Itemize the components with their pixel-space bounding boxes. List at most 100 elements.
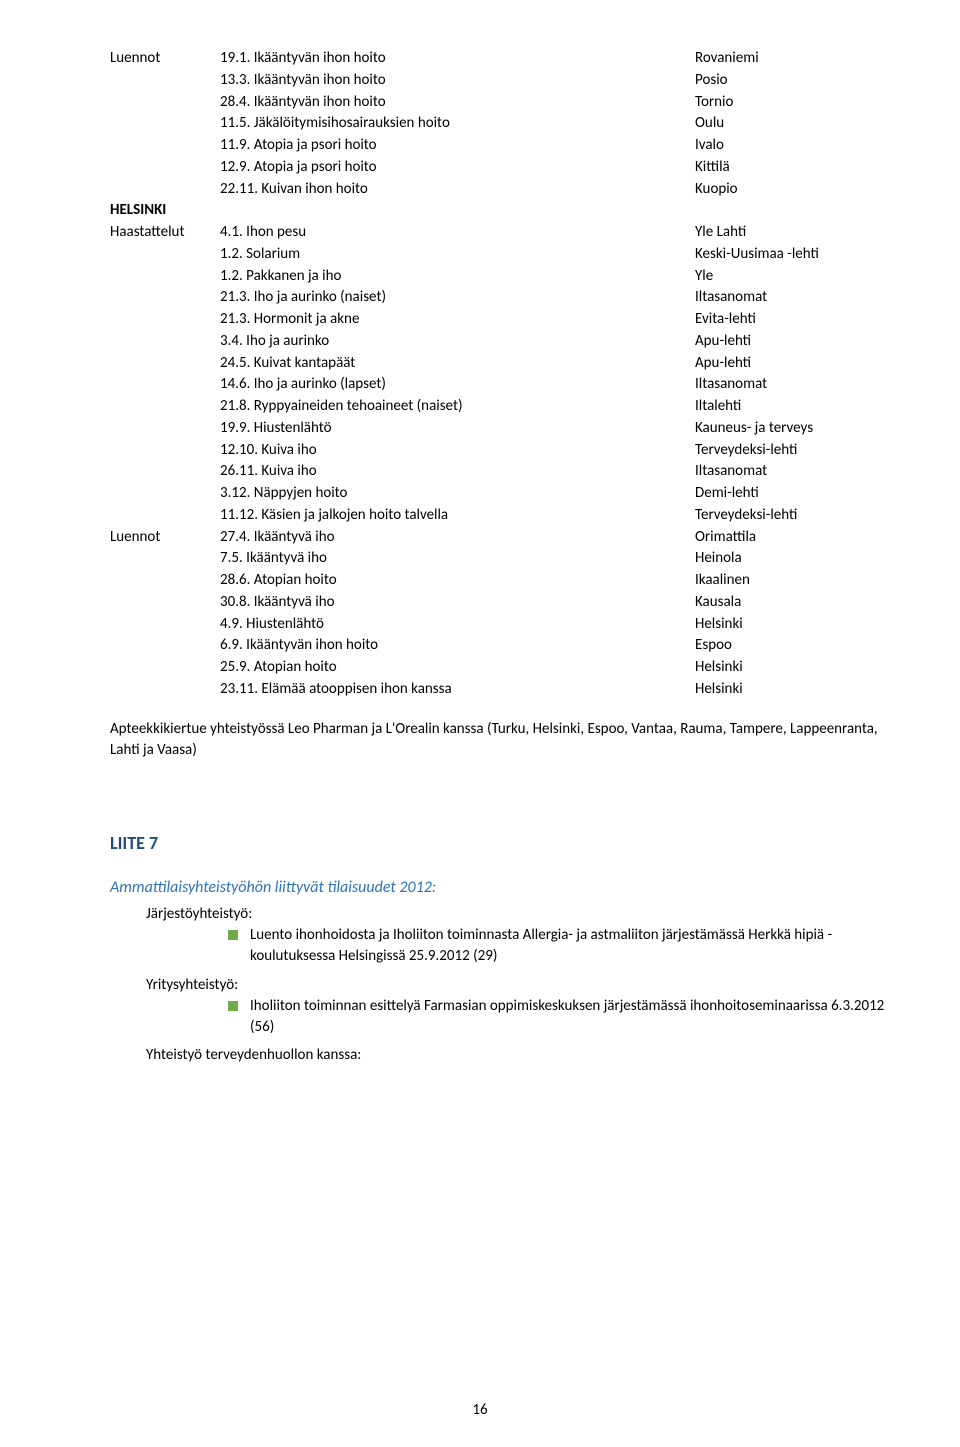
row-place: Iltasanomat (695, 287, 890, 309)
row-label: Luennot (110, 527, 220, 549)
table-row: Luennot 19.1. Ikääntyvän ihon hoito Rova… (110, 48, 890, 70)
table-row: 21.3. Hormonit ja akne Evita-lehti (110, 309, 890, 331)
document-page: Luennot 19.1. Ikääntyvän ihon hoito Rova… (0, 0, 960, 1447)
row-item: 14.6. Iho ja aurinko (lapset) (220, 374, 695, 396)
row-place: Helsinki (695, 657, 890, 679)
group2-bullet-block: Iholiiton toiminnan esittelyä Farmasian … (228, 996, 890, 1039)
table-row: 21.3. Iho ja aurinko (naiset) Iltasanoma… (110, 287, 890, 309)
row-place: Oulu (695, 113, 890, 135)
row-place: Kauneus- ja terveys (695, 418, 890, 440)
row-item: 6.9. Ikääntyvän ihon hoito (220, 635, 695, 657)
row-item: 4.1. Ihon pesu (220, 222, 695, 244)
row-place: Posio (695, 70, 890, 92)
table-row: 6.9. Ikääntyvän ihon hoito Espoo (110, 635, 890, 657)
table-row: 13.3. Ikääntyvän ihon hoito Posio (110, 70, 890, 92)
rows-block-2: Haastattelut 4.1. Ihon pesu Yle Lahti 1.… (110, 222, 890, 527)
table-row: 12.10. Kuiva iho Terveydeksi-lehti (110, 440, 890, 462)
table-row: Haastattelut 4.1. Ihon pesu Yle Lahti (110, 222, 890, 244)
row-label: Haastattelut (110, 222, 220, 244)
row-place: Heinola (695, 548, 890, 570)
apteekki-paragraph: Apteekkikiertue yhteistyössä Leo Pharman… (110, 719, 890, 763)
table-row: 30.8. Ikääntyvä iho Kausala (110, 592, 890, 614)
row-item: 11.9. Atopia ja psori hoito (220, 135, 695, 157)
table-row: 4.9. Hiustenlähtö Helsinki (110, 614, 890, 636)
bullet-item: Iholiiton toiminnan esittelyä Farmasian … (228, 996, 890, 1039)
table-row: 23.11. Elämää atooppisen ihon kanssa Hel… (110, 679, 890, 701)
row-place: Orimattila (695, 527, 890, 549)
section-header-helsinki: HELSINKI (110, 200, 890, 222)
row-item: 11.12. Käsien ja jalkojen hoito talvella (220, 505, 695, 527)
group3-title: Yhteistyö terveydenhuollon kanssa: (146, 1046, 890, 1064)
liite-heading: LIITE 7 (110, 832, 890, 854)
row-place: Helsinki (695, 614, 890, 636)
table-row: 1.2. Pakkanen ja iho Yle (110, 266, 890, 288)
row-item: 28.6. Atopian hoito (220, 570, 695, 592)
row-place: Espoo (695, 635, 890, 657)
table-row: 22.11. Kuivan ihon hoito Kuopio (110, 179, 890, 201)
row-item: 23.11. Elämää atooppisen ihon kanssa (220, 679, 695, 701)
square-bullet-icon (228, 1001, 238, 1011)
row-place: Iltasanomat (695, 461, 890, 483)
row-item: 19.1. Ikääntyvän ihon hoito (220, 48, 695, 70)
row-item: 25.9. Atopian hoito (220, 657, 695, 679)
row-item: 12.9. Atopia ja psori hoito (220, 157, 695, 179)
row-item: 27.4. Ikääntyvä iho (220, 527, 695, 549)
row-place: Tornio (695, 92, 890, 114)
row-item: 1.2. Pakkanen ja iho (220, 266, 695, 288)
row-item: 7.5. Ikääntyvä iho (220, 548, 695, 570)
liite-subheading: Ammattilaisyhteistyöhön liittyvät tilais… (110, 878, 890, 897)
row-item: 26.11. Kuiva iho (220, 461, 695, 483)
row-item: 3.12. Näppyjen hoito (220, 483, 695, 505)
row-place: Demi-lehti (695, 483, 890, 505)
row-item: 19.9. Hiustenlähtö (220, 418, 695, 440)
row-place: Iltalehti (695, 396, 890, 418)
row-place: Ivalo (695, 135, 890, 157)
row-item: 4.9. Hiustenlähtö (220, 614, 695, 636)
table-row: Luennot 27.4. Ikääntyvä iho Orimattila (110, 527, 890, 549)
row-place: Kuopio (695, 179, 890, 201)
row-place: Yle Lahti (695, 222, 890, 244)
square-bullet-icon (228, 930, 238, 940)
table-row: 3.4. Iho ja aurinko Apu-lehti (110, 331, 890, 353)
row-place: Helsinki (695, 679, 890, 701)
row-place: Kittilä (695, 157, 890, 179)
row-item: 30.8. Ikääntyvä iho (220, 592, 695, 614)
table-row: 3.12. Näppyjen hoito Demi-lehti (110, 483, 890, 505)
row-item: 13.3. Ikääntyvän ihon hoito (220, 70, 695, 92)
table-row: 7.5. Ikääntyvä iho Heinola (110, 548, 890, 570)
table-row: 1.2. Solarium Keski-Uusimaa -lehti (110, 244, 890, 266)
row-item: 21.3. Hormonit ja akne (220, 309, 695, 331)
row-place: Terveydeksi-lehti (695, 440, 890, 462)
row-place: Apu-lehti (695, 331, 890, 353)
bullet-text: Luento ihonhoidosta ja Iholiiton toiminn… (250, 925, 890, 968)
row-place: Keski-Uusimaa -lehti (695, 244, 890, 266)
table-row: 24.5. Kuivat kantapäät Apu-lehti (110, 353, 890, 375)
table-row: 11.5. Jäkälöitymisihosairauksien hoito O… (110, 113, 890, 135)
table-row: 21.8. Ryppyaineiden tehoaineet (naiset) … (110, 396, 890, 418)
row-item: 1.2. Solarium (220, 244, 695, 266)
group1-title: Järjestöyhteistyö: (146, 905, 890, 923)
row-item: 24.5. Kuivat kantapäät (220, 353, 695, 375)
row-item: 11.5. Jäkälöitymisihosairauksien hoito (220, 113, 695, 135)
table-row: 19.9. Hiustenlähtö Kauneus- ja terveys (110, 418, 890, 440)
row-place: Kausala (695, 592, 890, 614)
row-item: 21.3. Iho ja aurinko (naiset) (220, 287, 695, 309)
row-place: Rovaniemi (695, 48, 890, 70)
table-row: 26.11. Kuiva iho Iltasanomat (110, 461, 890, 483)
row-place: Yle (695, 266, 890, 288)
row-item: 22.11. Kuivan ihon hoito (220, 179, 695, 201)
rows-block-1: Luennot 19.1. Ikääntyvän ihon hoito Rova… (110, 48, 890, 200)
row-place: Ikaalinen (695, 570, 890, 592)
row-item: 3.4. Iho ja aurinko (220, 331, 695, 353)
helsinki-label: HELSINKI (110, 200, 220, 222)
row-item: 21.8. Ryppyaineiden tehoaineet (naiset) (220, 396, 695, 418)
row-place: Terveydeksi-lehti (695, 505, 890, 527)
row-place: Evita-lehti (695, 309, 890, 331)
rows-block-3: Luennot 27.4. Ikääntyvä iho Orimattila 7… (110, 527, 890, 701)
group2-title: Yritysyhteistyö: (146, 976, 890, 994)
table-row: 25.9. Atopian hoito Helsinki (110, 657, 890, 679)
table-row: 28.6. Atopian hoito Ikaalinen (110, 570, 890, 592)
bullet-item: Luento ihonhoidosta ja Iholiiton toiminn… (228, 925, 890, 968)
row-item: 28.4. Ikääntyvän ihon hoito (220, 92, 695, 114)
table-row: 11.9. Atopia ja psori hoito Ivalo (110, 135, 890, 157)
